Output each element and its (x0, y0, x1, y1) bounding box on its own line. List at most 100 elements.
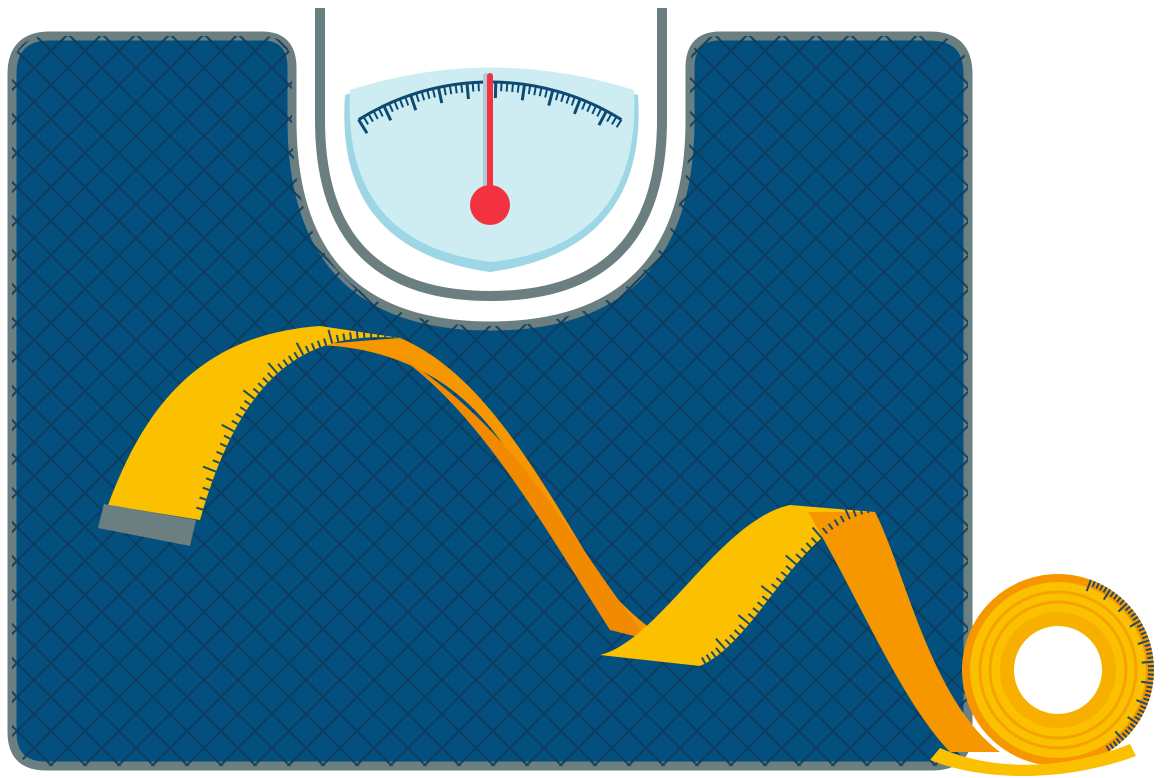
tape-tick (780, 571, 788, 578)
tape-shade-segment (380, 345, 650, 640)
roll-tick (1138, 627, 1145, 632)
dial-tick (573, 98, 582, 115)
tape-tick (282, 359, 289, 366)
tape-tick (752, 607, 760, 614)
roll-tick (1124, 605, 1131, 612)
tape-tick (737, 614, 750, 625)
roll-tick (1132, 616, 1139, 622)
roll-tick (1138, 708, 1145, 714)
dial-tick (454, 84, 458, 94)
dial-tick (436, 87, 444, 104)
tape-tick (231, 419, 239, 426)
roll-tick (1116, 596, 1122, 603)
dial-tick (533, 86, 537, 96)
dial-tick (372, 110, 379, 120)
dial-tick (420, 91, 426, 101)
roll-tick (1102, 588, 1112, 601)
tape-tick (287, 355, 294, 363)
roll-tick (1136, 699, 1148, 706)
tape-tick (785, 565, 793, 572)
tape-tick (866, 505, 870, 514)
tape-tick (342, 333, 346, 341)
dial-tick (443, 86, 447, 96)
tape-tick (202, 486, 210, 491)
tape-tick (810, 537, 818, 544)
tape-tick (349, 332, 353, 340)
dial-tick (362, 116, 369, 125)
roll-tick (1144, 643, 1151, 648)
roll-ticks (1085, 579, 1155, 752)
tape-tick (843, 505, 851, 520)
dial-tick (544, 88, 549, 98)
tape-tick (852, 509, 857, 517)
tape-tick (293, 351, 299, 359)
dial-tick (377, 107, 384, 117)
roll-tick (1095, 582, 1100, 589)
dial-tick (505, 82, 509, 92)
roll-tick (1117, 602, 1128, 613)
tape-tick (242, 389, 256, 400)
tape-tick (859, 507, 864, 515)
roll-tick (1115, 737, 1121, 744)
tape-tick (705, 654, 712, 662)
tape-tick (199, 496, 207, 501)
roll-tick (1119, 599, 1125, 606)
roll-tick (1141, 680, 1154, 685)
needle-hub (470, 185, 510, 225)
roll-tick (1144, 693, 1151, 698)
tape-tick (239, 406, 247, 412)
tape-dark-segment-right (808, 512, 1000, 752)
roll-tick (1127, 609, 1134, 615)
tape-tick (262, 377, 269, 384)
roll-tick (1136, 623, 1143, 629)
roll-tick (1109, 591, 1115, 598)
tape-tick (800, 547, 807, 554)
dial-tick (570, 96, 576, 106)
dial-tick (404, 96, 410, 106)
dial-tick (471, 82, 475, 92)
tape-tick (760, 585, 774, 596)
dial-tick (367, 113, 374, 123)
roll-tick (1127, 716, 1139, 725)
tape-tick (205, 477, 213, 482)
dial-tick (357, 118, 369, 135)
roll-tick (1102, 586, 1108, 593)
measuring-tape-icon (98, 323, 1000, 752)
tape-roll-hole (1014, 626, 1102, 714)
tape-tick (811, 526, 823, 539)
tape-tick (839, 515, 845, 523)
roll-tick (1140, 705, 1147, 710)
tape-tick (710, 650, 717, 658)
dial-tick (460, 83, 464, 93)
tape-tick (715, 638, 727, 650)
weight-dial-icon (344, 67, 639, 272)
tape-tick (223, 434, 231, 440)
roll-tick (1141, 660, 1154, 664)
tape-tick (267, 362, 279, 375)
tape-tick (822, 527, 828, 535)
tape-tick (771, 583, 778, 590)
dial-tick (393, 100, 399, 110)
tape-tick (362, 323, 366, 338)
roll-tick (1134, 716, 1141, 721)
dial-tick (547, 89, 555, 106)
dial-tick (465, 82, 470, 100)
roll-tick (1137, 639, 1150, 645)
tape-tick (355, 331, 359, 339)
dial-tick (516, 83, 520, 93)
tape-end-cap (98, 504, 196, 546)
roll-tick (1140, 631, 1147, 636)
tape-tick (729, 634, 736, 641)
dial-tick (554, 91, 560, 101)
roll-tick (1112, 593, 1119, 600)
tape-tick (715, 647, 722, 654)
tape-tick (310, 342, 316, 351)
tape-tick (323, 338, 328, 346)
tape-tick (221, 423, 235, 433)
tape-tick (700, 656, 707, 664)
tape-tick (733, 629, 741, 636)
roll-tick (1143, 697, 1150, 702)
dial-tick (611, 116, 618, 125)
dial-tick (398, 98, 404, 108)
